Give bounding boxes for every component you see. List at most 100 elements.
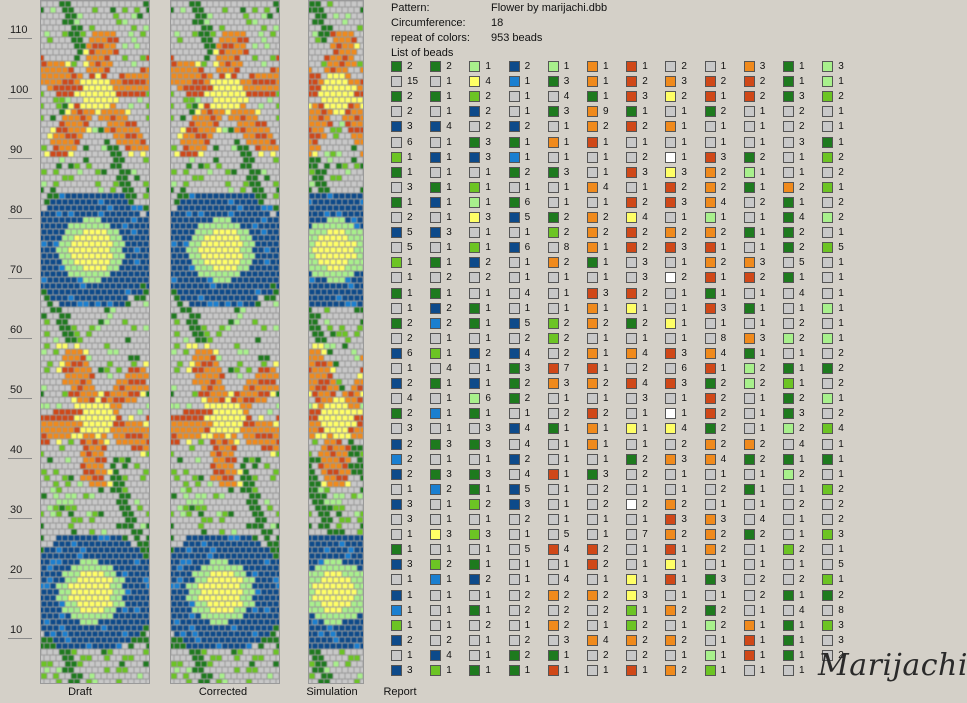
bead-count: 2 xyxy=(799,544,805,556)
bead-count: 2 xyxy=(603,483,609,495)
bead-count: 1 xyxy=(563,302,570,314)
bead-swatch xyxy=(704,151,716,163)
bead-count: 4 xyxy=(759,514,766,525)
bead-swatch xyxy=(743,559,755,571)
bead-count: 1 xyxy=(642,559,648,571)
bead-count: 2 xyxy=(485,574,491,586)
bead-count: 2 xyxy=(642,317,648,329)
bead-swatch xyxy=(743,106,755,118)
bead-swatch xyxy=(430,453,442,465)
bead-count: 2 xyxy=(603,589,609,601)
bead-swatch xyxy=(469,574,481,586)
bead-swatch xyxy=(626,121,638,133)
bead-swatch xyxy=(547,121,559,133)
bead-count: 2 xyxy=(563,212,570,223)
bead-swatch xyxy=(743,242,755,254)
bead-swatch xyxy=(665,574,677,586)
bead-count: 4 xyxy=(563,91,570,103)
bead-swatch xyxy=(626,332,638,344)
bead-swatch xyxy=(587,106,598,118)
bead-swatch xyxy=(626,453,638,465)
bead-count: 1 xyxy=(681,468,687,480)
bead-count: 1 xyxy=(446,151,452,163)
bead-count: 1 xyxy=(838,227,844,239)
bead-count: 3 xyxy=(563,166,570,178)
bead-count: 1 xyxy=(838,136,844,148)
simulation-pattern-grid[interactable] xyxy=(308,0,364,684)
bead-count: 1 xyxy=(642,332,648,344)
bead-swatch xyxy=(822,544,834,556)
bead-swatch xyxy=(391,76,402,88)
bead-swatch xyxy=(626,181,638,193)
repeat-label: repeat of colors: xyxy=(391,32,470,44)
bead-count: 6 xyxy=(407,136,413,148)
bead-swatch xyxy=(508,514,520,525)
bead-swatch xyxy=(743,272,755,284)
bead-count: 2 xyxy=(563,257,570,269)
bead-swatch xyxy=(430,76,442,88)
corrected-pattern-grid[interactable] xyxy=(170,0,280,684)
bead-swatch xyxy=(665,559,677,571)
bead-swatch xyxy=(743,634,755,646)
bead-swatch xyxy=(704,634,716,646)
bead-count: 2 xyxy=(642,363,648,374)
bead-count: 4 xyxy=(485,76,491,88)
bead-count: 1 xyxy=(446,514,452,525)
draft-pattern-grid[interactable] xyxy=(40,0,150,684)
bead-count: 1 xyxy=(759,408,766,420)
bead-swatch xyxy=(626,393,638,405)
bead-swatch xyxy=(508,649,520,661)
bead-swatch xyxy=(508,196,520,208)
bead-swatch xyxy=(469,514,481,525)
bead-swatch xyxy=(783,181,794,193)
bead-swatch xyxy=(704,61,716,72)
bead-swatch xyxy=(430,408,442,420)
bead-count: 3 xyxy=(838,619,844,631)
bead-swatch xyxy=(743,166,755,178)
bead-swatch xyxy=(391,347,402,359)
bead-count: 1 xyxy=(446,393,452,405)
bead-swatch xyxy=(547,423,559,435)
bead-count: 4 xyxy=(446,649,452,661)
bead-count: 1 xyxy=(642,665,648,676)
bead-swatch xyxy=(430,287,442,299)
bead-count: 2 xyxy=(759,438,766,450)
bead-swatch xyxy=(469,408,481,420)
bead-swatch xyxy=(430,121,442,133)
bead-swatch xyxy=(665,347,677,359)
bead-count: 1 xyxy=(799,483,805,495)
bead-swatch xyxy=(469,619,481,631)
bead-swatch xyxy=(508,227,520,239)
bead-swatch xyxy=(508,347,520,359)
bead-swatch xyxy=(469,212,481,223)
bead-swatch xyxy=(822,242,834,254)
bead-swatch xyxy=(547,529,559,541)
bead-count: 1 xyxy=(563,423,570,435)
bead-swatch xyxy=(547,347,559,359)
bead-swatch xyxy=(665,498,677,510)
bead-swatch xyxy=(704,227,716,239)
bead-swatch xyxy=(508,529,520,541)
bead-count: 2 xyxy=(720,181,727,193)
bead-count: 1 xyxy=(642,302,648,314)
bead-swatch xyxy=(587,76,598,88)
bead-count: 1 xyxy=(446,665,452,676)
bead-swatch xyxy=(547,61,559,72)
ruler-label: 80 xyxy=(10,204,23,216)
bead-count: 1 xyxy=(603,151,609,163)
bead-swatch xyxy=(430,589,442,601)
bead-swatch xyxy=(469,227,481,239)
bead-count: 2 xyxy=(524,378,531,390)
bead-swatch xyxy=(547,468,559,480)
bead-swatch xyxy=(587,468,598,480)
bead-count: 2 xyxy=(446,317,452,329)
bead-count: 1 xyxy=(720,363,727,374)
ruler-tick xyxy=(8,578,32,579)
bead-swatch xyxy=(626,61,638,72)
bead-count: 2 xyxy=(720,438,727,450)
bead-swatch xyxy=(508,468,520,480)
bead-count: 6 xyxy=(485,393,491,405)
bead-count: 2 xyxy=(407,212,413,223)
bead-count: 1 xyxy=(759,423,766,435)
bead-swatch xyxy=(822,393,834,405)
